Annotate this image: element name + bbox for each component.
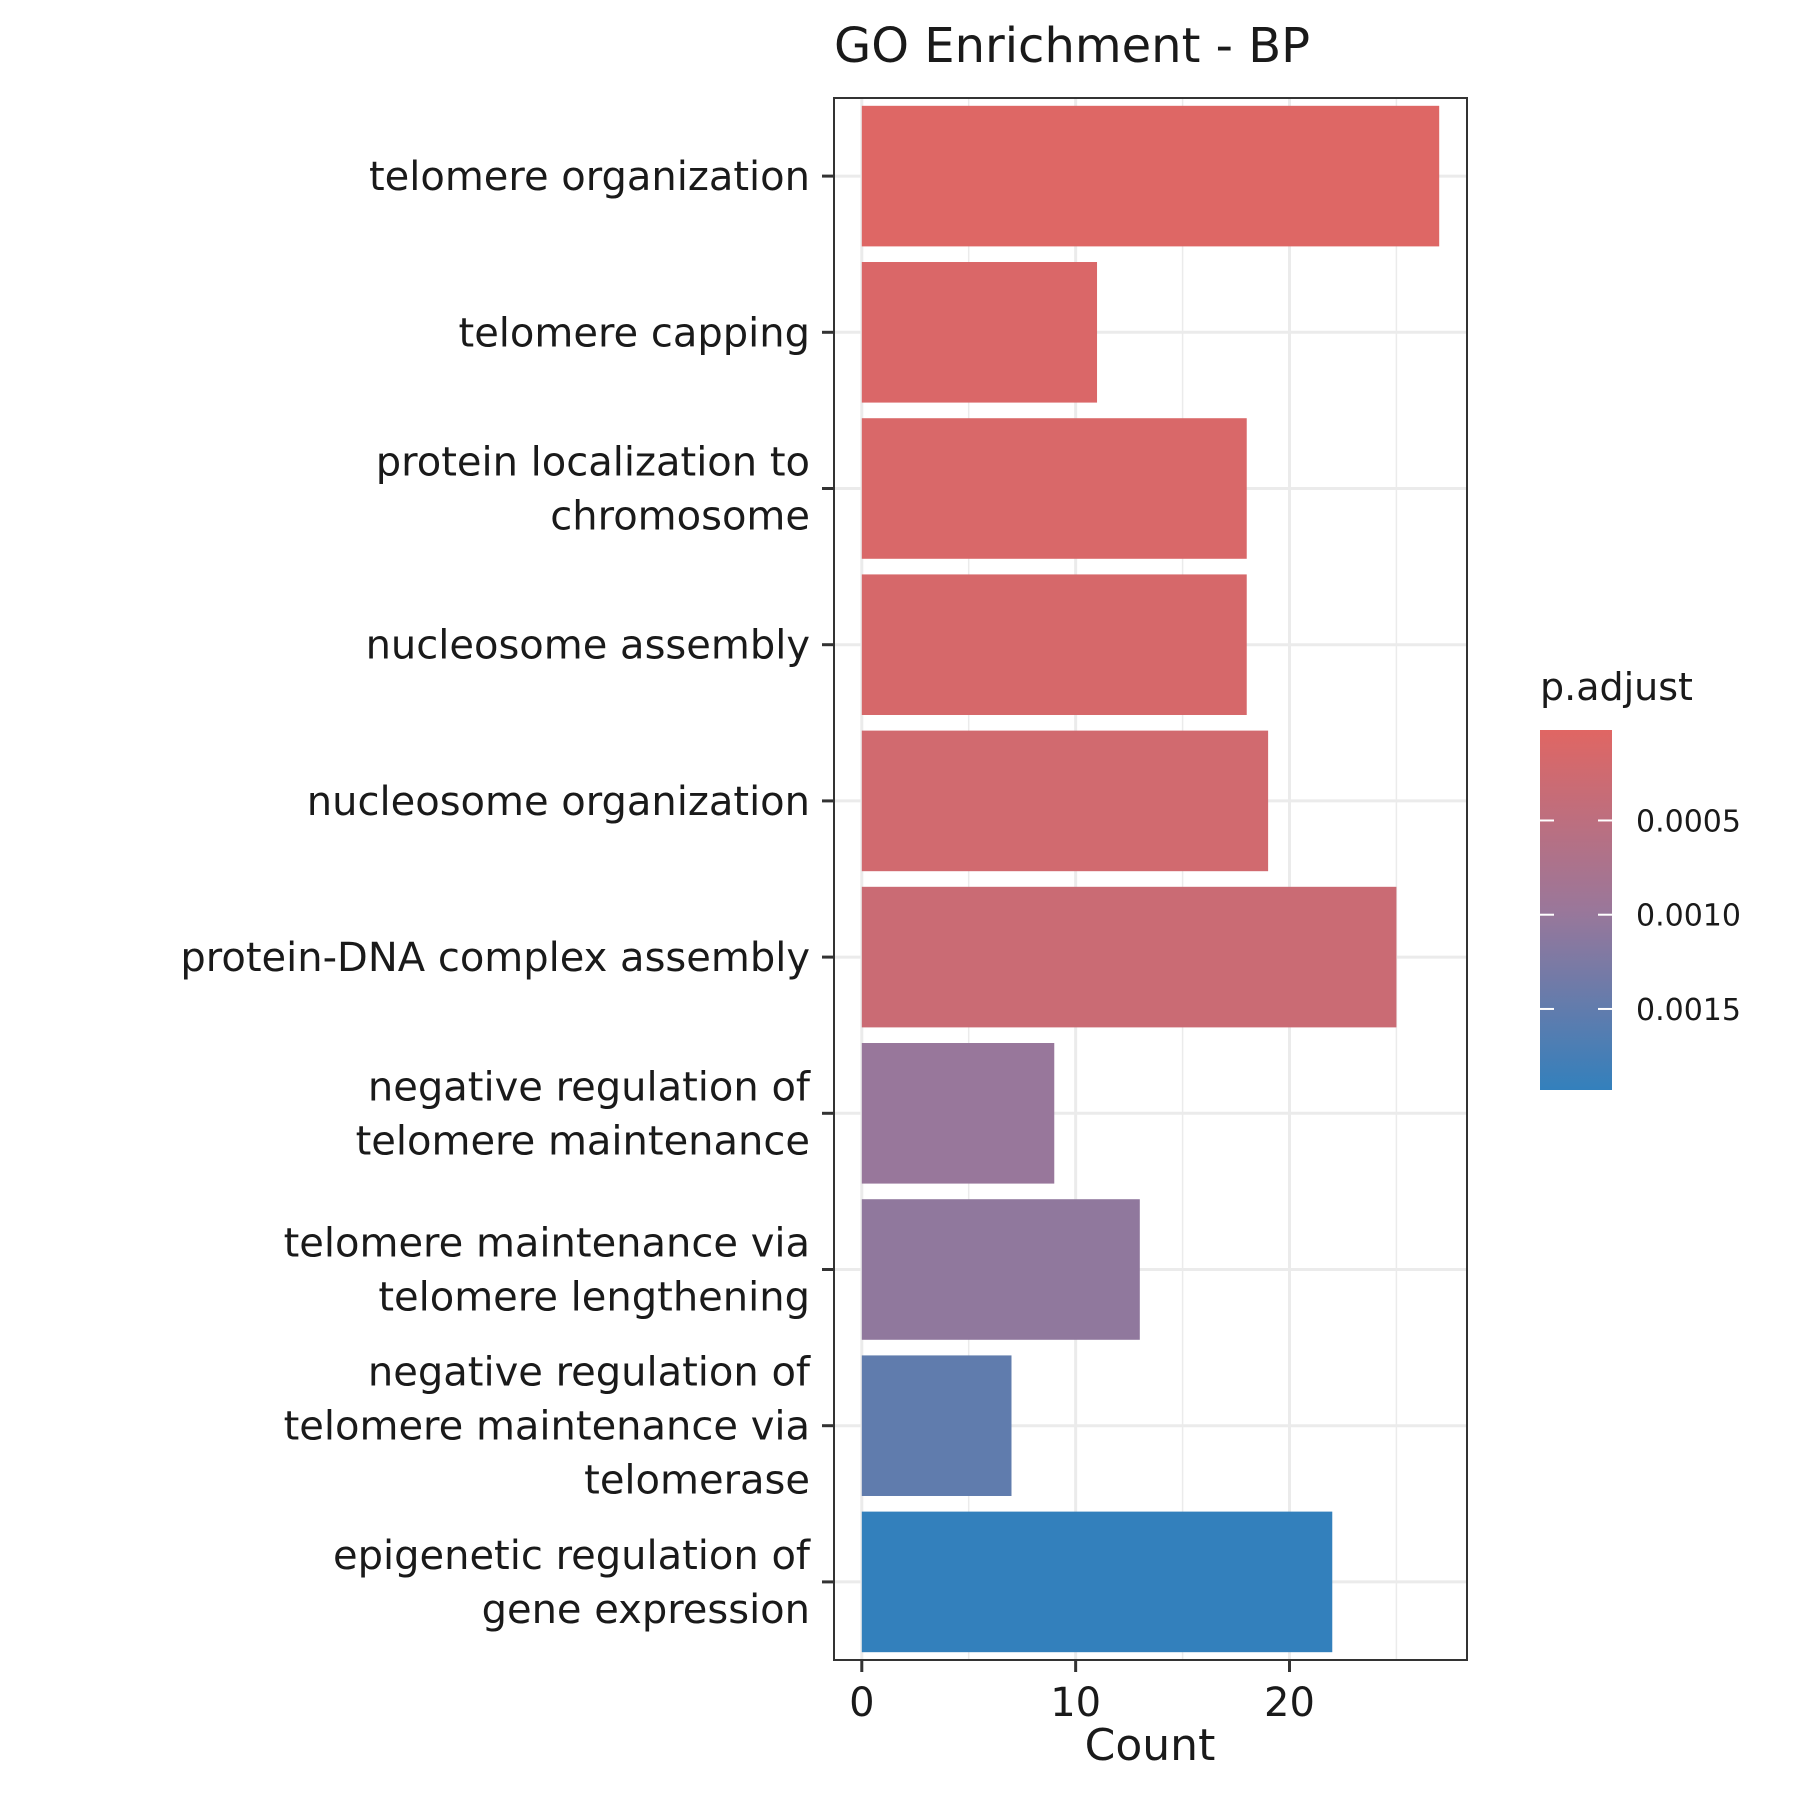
category-label: nucleosome organization: [307, 779, 810, 825]
bar: [861, 1199, 1140, 1340]
bar: [861, 105, 1440, 247]
color-legend: p.adjust 0.0005 0.0010 0.0015: [1540, 665, 1741, 1090]
x-tick-label: 0: [849, 1680, 874, 1726]
category-label: nucleosome assembly: [366, 623, 810, 669]
category-label: telomere organization: [369, 154, 810, 200]
category-label: telomerase: [584, 1458, 810, 1504]
category-label: protein-DNA complex assembly: [180, 935, 810, 981]
bar: [861, 418, 1247, 559]
bar: [861, 886, 1397, 1028]
category-label: telomere maintenance via: [284, 1221, 810, 1267]
chart-title: GO Enrichment - BP: [834, 18, 1310, 74]
bar: [861, 262, 1098, 403]
category-label: protein localization to: [376, 440, 810, 486]
x-tick-label: 20: [1264, 1680, 1315, 1726]
legend-colorbar: [1540, 730, 1612, 1090]
category-label: telomere maintenance: [356, 1118, 810, 1164]
legend-tick-label: 0.0005: [1636, 804, 1741, 839]
category-label: telomere capping: [459, 310, 810, 356]
x-axis-title: Count: [1085, 1720, 1216, 1771]
bar: [861, 730, 1269, 872]
category-label: telomere maintenance via: [284, 1404, 810, 1450]
legend-title: p.adjust: [1540, 665, 1693, 709]
bar: [861, 574, 1247, 715]
category-labels: telomere organization telomere capping pro…: [180, 154, 834, 1633]
category-label: epigenetic regulation of: [333, 1533, 811, 1579]
category-label: negative regulation of: [368, 1350, 811, 1396]
bar: [861, 1043, 1055, 1184]
bar: [861, 1511, 1333, 1653]
plot-panel-border: [833, 97, 1468, 1661]
legend-tick-label: 0.0015: [1636, 993, 1741, 1028]
x-axis-ticks: 0 10 20: [849, 1660, 1315, 1726]
category-label: chromosome: [550, 494, 810, 540]
category-label: telomere lengthening: [378, 1275, 810, 1321]
category-label: negative regulation of: [368, 1064, 811, 1110]
bar: [861, 1355, 1012, 1496]
category-label: gene expression: [482, 1587, 810, 1633]
x-tick-label: 10: [1050, 1680, 1101, 1726]
legend-tick-label: 0.0010: [1636, 899, 1741, 934]
bars: [861, 105, 1440, 1653]
